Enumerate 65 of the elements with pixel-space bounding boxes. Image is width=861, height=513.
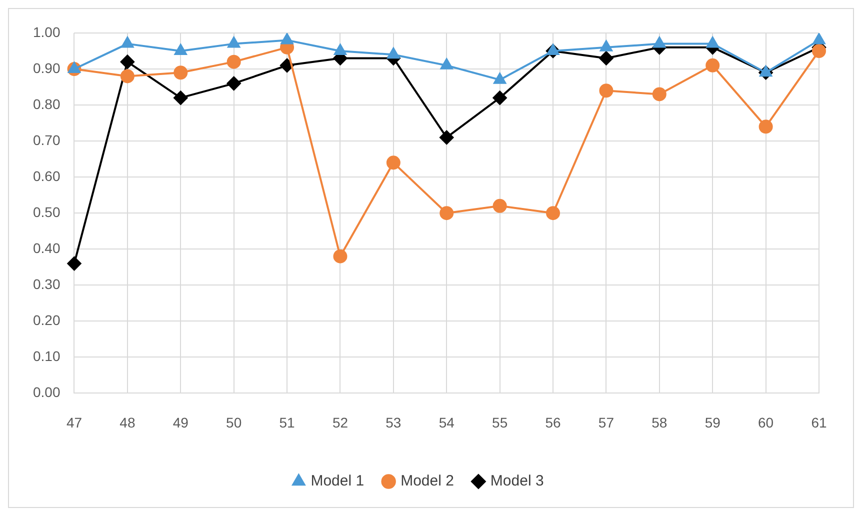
point bbox=[599, 84, 614, 98]
point bbox=[333, 249, 348, 264]
x-tick-label: 60 bbox=[758, 414, 774, 430]
point bbox=[120, 69, 134, 84]
point bbox=[68, 62, 80, 74]
point bbox=[758, 120, 773, 134]
point bbox=[387, 48, 400, 59]
point bbox=[440, 206, 454, 220]
x-tick-label: 54 bbox=[438, 414, 455, 430]
point bbox=[174, 90, 188, 105]
y-tick-label: 0.20 bbox=[33, 312, 60, 328]
point bbox=[546, 44, 560, 56]
legend-label: Model 2 bbox=[400, 472, 454, 490]
point bbox=[280, 58, 294, 72]
point bbox=[120, 54, 134, 69]
point bbox=[600, 40, 612, 52]
point bbox=[386, 156, 400, 170]
point bbox=[599, 51, 614, 66]
y-tick-label: 0.90 bbox=[33, 60, 60, 76]
x-tick-label: 59 bbox=[704, 414, 721, 430]
x-tick-label: 58 bbox=[652, 414, 668, 430]
x-tick-label: 53 bbox=[386, 414, 402, 430]
x-tick-label: 61 bbox=[811, 414, 827, 430]
point bbox=[492, 90, 507, 105]
y-tick-label: 1.00 bbox=[33, 24, 60, 40]
point bbox=[760, 66, 772, 77]
x-tick-label: 55 bbox=[492, 414, 508, 430]
point bbox=[174, 66, 188, 80]
point bbox=[226, 76, 241, 90]
y-tick-label: 0.40 bbox=[33, 240, 60, 256]
point bbox=[494, 72, 506, 84]
y-tick-label: 0.80 bbox=[33, 96, 60, 112]
point bbox=[228, 36, 240, 48]
x-tick-label: 56 bbox=[545, 414, 562, 430]
point bbox=[121, 36, 134, 48]
y-tick-label: 0.70 bbox=[33, 132, 60, 148]
x-tick-label: 49 bbox=[172, 414, 189, 430]
x-tick-label: 48 bbox=[120, 414, 136, 430]
y-tick-label: 0.10 bbox=[33, 348, 60, 364]
point bbox=[280, 33, 294, 44]
x-tick-label: 51 bbox=[279, 414, 296, 430]
x-tick-label: 47 bbox=[66, 414, 82, 430]
x-tick-label: 52 bbox=[332, 414, 348, 430]
point bbox=[334, 44, 346, 56]
point bbox=[653, 36, 666, 48]
point bbox=[492, 198, 507, 213]
point bbox=[440, 130, 454, 144]
point bbox=[652, 87, 666, 102]
legend-label: Model 1 bbox=[310, 472, 364, 490]
point bbox=[174, 44, 187, 56]
point bbox=[812, 33, 826, 44]
point bbox=[440, 58, 453, 70]
y-tick-label: 0.00 bbox=[33, 384, 60, 400]
point bbox=[706, 58, 720, 72]
point bbox=[546, 206, 560, 220]
y-tick-label: 0.60 bbox=[33, 168, 60, 184]
x-tick-label: 50 bbox=[226, 414, 242, 430]
legend-label: Model 3 bbox=[490, 472, 544, 490]
y-tick-label: 0.50 bbox=[33, 204, 60, 220]
x-tick-label: 57 bbox=[598, 414, 614, 430]
y-tick-label: 0.30 bbox=[33, 276, 60, 292]
point bbox=[67, 256, 82, 271]
point bbox=[706, 36, 719, 48]
point bbox=[812, 44, 826, 58]
point bbox=[226, 54, 241, 69]
